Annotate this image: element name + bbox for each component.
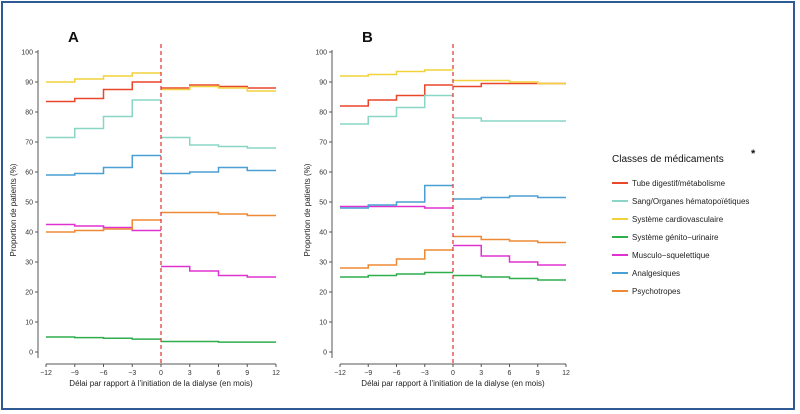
legend-label: Tube digestif/métabolisme — [632, 179, 726, 188]
x-tick-label: 9 — [245, 370, 249, 377]
series-line-before — [340, 94, 453, 125]
panel-b-x-axis-label: Délai par rapport à l'initiation de la d… — [361, 379, 545, 388]
y-tick-label: 80 — [319, 110, 327, 117]
legend-label: Analgesiques — [632, 269, 680, 278]
y-tick-label: 20 — [25, 290, 33, 297]
series-line-before — [46, 81, 161, 103]
legend-label: Sang/Organes hématopoïétiques — [632, 197, 749, 206]
series-line — [161, 85, 276, 92]
x-tick-label: 0 — [451, 370, 455, 377]
panel-a: A Proportion de patients (%) Délai par r… — [9, 29, 280, 388]
y-tick-label: 30 — [25, 260, 33, 267]
y-tick-label: 70 — [319, 140, 327, 147]
legend-asterisk: * — [751, 148, 756, 160]
x-tick-label: −9 — [364, 370, 372, 377]
y-tick-label: 0 — [323, 350, 327, 357]
panel-b-letter: B — [362, 29, 373, 46]
legend-label: Système génito−urinaire — [632, 233, 719, 242]
series-line — [161, 136, 276, 149]
series-line — [161, 211, 276, 217]
y-tick-label: 40 — [319, 230, 327, 237]
panel-a-y-axis-label: Proportion de patients (%) — [9, 163, 18, 256]
legend-label: Système cardiovasculaire — [632, 215, 724, 224]
x-tick-label: 0 — [159, 370, 163, 377]
x-tick-label: −12 — [334, 370, 346, 377]
x-tick-label: 3 — [188, 370, 192, 377]
panel-a-x-axis-label: Délai par rapport à l'initiation de la d… — [69, 379, 253, 388]
y-tick-label: 10 — [25, 320, 33, 327]
y-tick-label: 60 — [25, 170, 33, 177]
series-line-before — [340, 184, 453, 209]
y-tick-label: 100 — [21, 50, 33, 57]
x-tick-label: 3 — [479, 370, 483, 377]
y-tick-label: 50 — [319, 200, 327, 207]
x-tick-label: −9 — [71, 370, 79, 377]
x-tick-label: −12 — [40, 370, 52, 377]
series-line-before — [340, 249, 453, 269]
y-tick-label: 100 — [315, 50, 327, 57]
series-line — [453, 235, 566, 244]
y-tick-label: 50 — [25, 200, 33, 207]
x-tick-label: 6 — [508, 370, 512, 377]
series-line — [161, 265, 276, 278]
series-line-before — [46, 219, 161, 233]
panel-b: B Proportion de patients (%) Délai par r… — [303, 29, 570, 388]
series-line-before — [46, 154, 161, 176]
x-tick-label: 6 — [217, 370, 221, 377]
series-line — [453, 117, 566, 122]
series-line-before — [46, 336, 161, 340]
y-tick-label: 0 — [29, 350, 33, 357]
y-tick-label: 70 — [25, 140, 33, 147]
series-line-before — [340, 69, 453, 77]
x-tick-label: −6 — [393, 370, 401, 377]
series-line-before — [46, 72, 161, 83]
x-tick-label: 9 — [536, 370, 540, 377]
series-line — [453, 244, 566, 266]
series-line-before — [340, 84, 453, 107]
series-line — [161, 340, 276, 343]
y-tick-label: 40 — [25, 230, 33, 237]
series-line — [161, 166, 276, 175]
y-tick-label: 90 — [25, 80, 33, 87]
y-tick-label: 20 — [319, 290, 327, 297]
y-tick-label: 30 — [319, 260, 327, 267]
x-tick-label: −3 — [421, 370, 429, 377]
legend-title: Classes de médicaments — [612, 154, 724, 165]
series-line — [453, 274, 566, 281]
x-tick-label: −3 — [128, 370, 136, 377]
y-tick-label: 60 — [319, 170, 327, 177]
y-tick-label: 10 — [319, 320, 327, 327]
x-tick-label: 12 — [562, 370, 570, 377]
x-tick-label: −6 — [100, 370, 108, 377]
legend-label: Musculo−squelettique — [632, 251, 710, 260]
series-line-before — [46, 223, 161, 232]
panel-a-letter: A — [68, 29, 79, 46]
panel-b-y-axis-label: Proportion de patients (%) — [303, 163, 312, 256]
legend: Classes de médicaments * Tube digestif/m… — [612, 148, 756, 296]
series-line — [453, 195, 566, 200]
series-line-before — [46, 99, 161, 139]
series-line-before — [340, 271, 453, 278]
legend-items: Tube digestif/métabolisme Sang/Organes hé… — [612, 179, 749, 296]
y-tick-label: 80 — [25, 110, 33, 117]
series-line-before — [340, 205, 453, 209]
y-tick-label: 90 — [319, 80, 327, 87]
legend-label: Psychotropes — [632, 287, 680, 296]
x-tick-label: 12 — [272, 370, 280, 377]
series-line — [453, 79, 566, 85]
